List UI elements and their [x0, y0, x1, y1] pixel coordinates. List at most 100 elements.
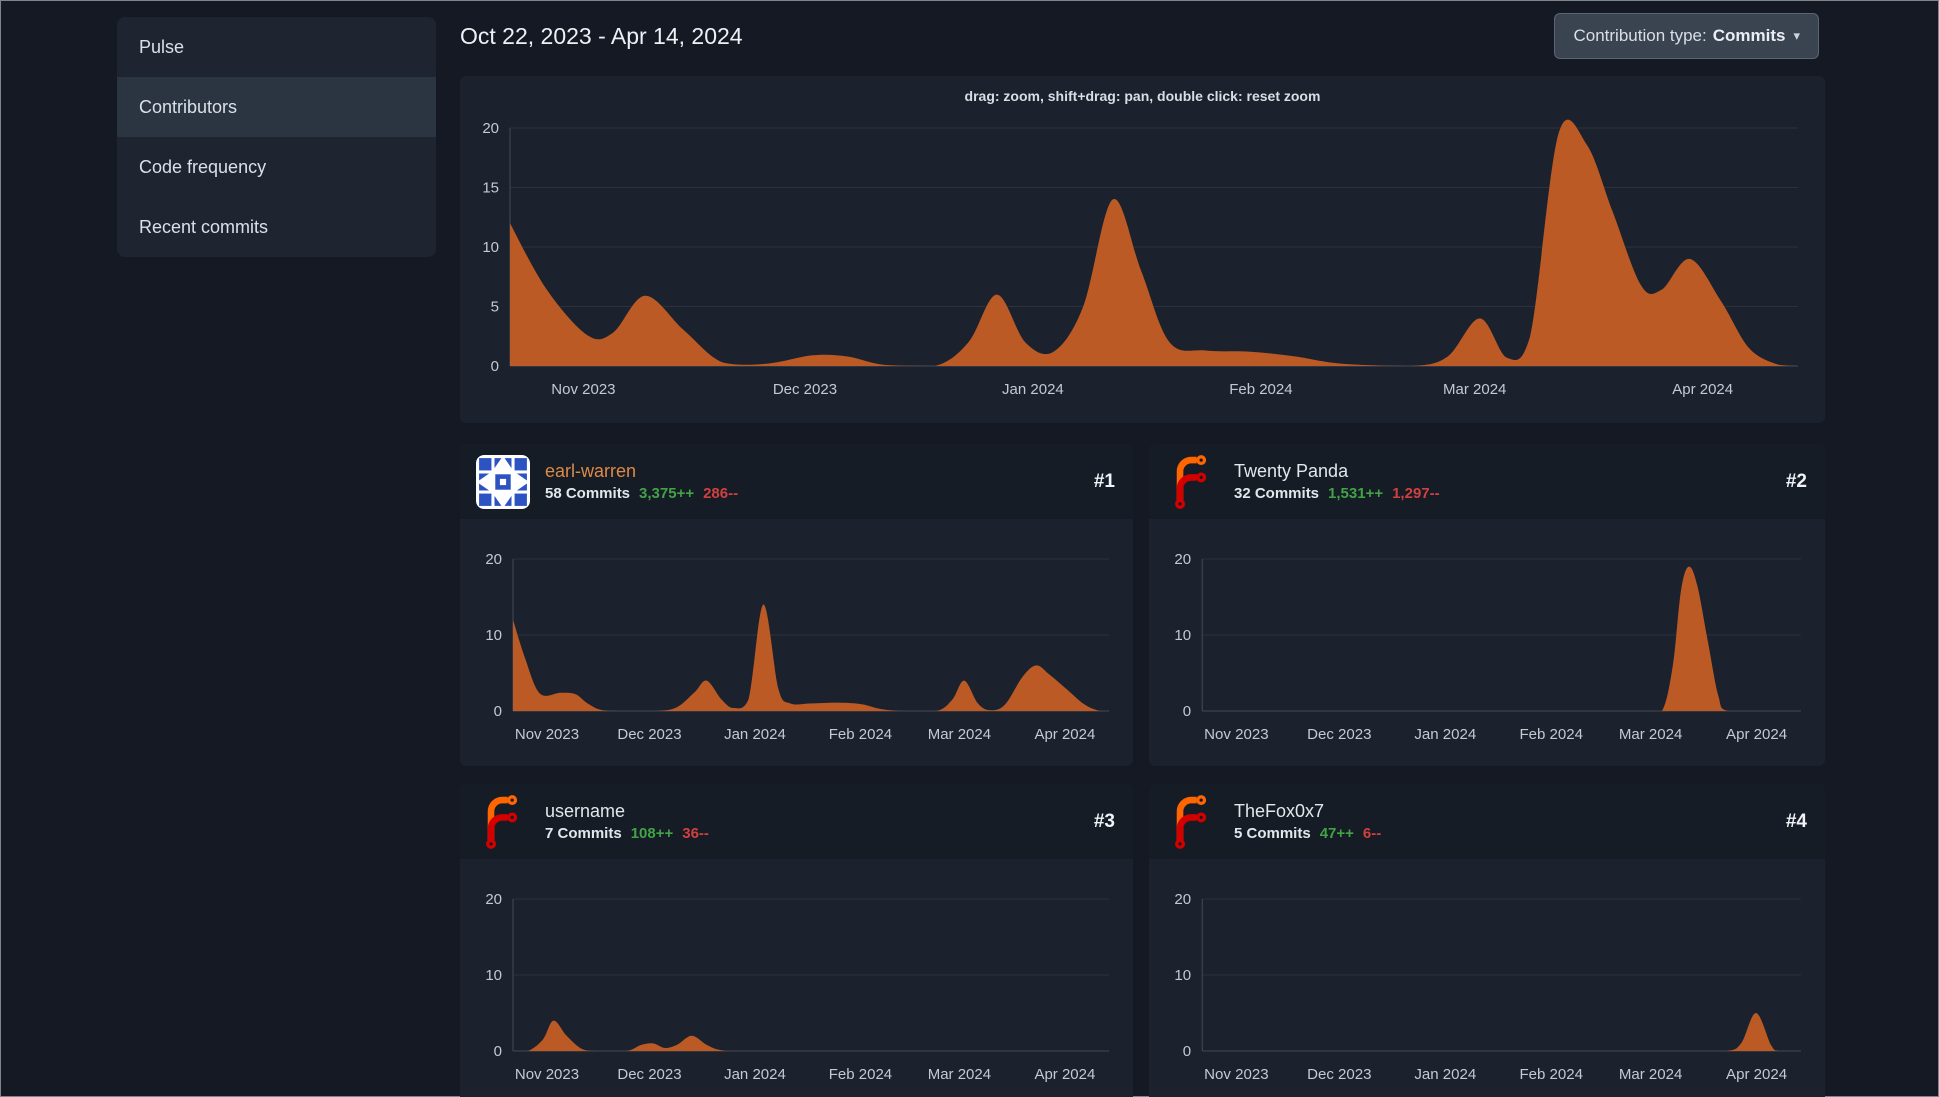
- overall-activity-card: drag: zoom, shift+drag: pan, double clic…: [460, 76, 1825, 423]
- svg-text:Mar 2024: Mar 2024: [928, 1066, 991, 1083]
- svg-text:20: 20: [1174, 891, 1191, 908]
- repo-activity-sidebar: Pulse Contributors Code frequency Recent…: [117, 17, 436, 257]
- additions-count: 47++: [1319, 825, 1354, 842]
- contributor-card: Twenty Panda 32 Commits 1,531++ 1,297-- …: [1149, 444, 1825, 766]
- svg-text:Jan 2024: Jan 2024: [724, 726, 786, 743]
- deletions-count: 1,297--: [1392, 485, 1440, 502]
- contributor-name[interactable]: TheFox0x7: [1234, 801, 1325, 821]
- svg-text:Dec 2023: Dec 2023: [1307, 1066, 1371, 1083]
- chart-zoom-hint: drag: zoom, shift+drag: pan, double clic…: [964, 88, 1321, 104]
- svg-text:10: 10: [1174, 967, 1191, 984]
- svg-text:5: 5: [491, 299, 499, 316]
- svg-text:Dec 2023: Dec 2023: [617, 1066, 681, 1083]
- svg-text:20: 20: [1174, 551, 1191, 568]
- contributor-name-link[interactable]: earl-warren: [545, 461, 637, 481]
- contributor-activity-chart[interactable]: 0 10 20 Nov 2023 Dec 2023 Jan 2024 Feb 2024 Mar…: [460, 519, 1133, 766]
- contributor-stats: 58 Commits 3,375++ 286--: [545, 485, 738, 502]
- additions-count: 108++: [630, 825, 674, 842]
- contributor-activity-chart[interactable]: 0 10 20 Nov 2023 Dec 2023 Jan 2024 Feb 2024 Mar…: [1149, 519, 1825, 766]
- svg-text:Feb 2024: Feb 2024: [1519, 726, 1583, 743]
- svg-text:Mar 2024: Mar 2024: [928, 726, 991, 743]
- contributor-stats: 7 Commits 108++ 36--: [545, 825, 709, 842]
- forgejo-logo-icon: [486, 794, 518, 849]
- svg-text:10: 10: [482, 239, 499, 256]
- svg-text:10: 10: [485, 967, 502, 984]
- contributor-card: TheFox0x7 5 Commits 47++ 6-- #4 0 10 20 Nov…: [1149, 784, 1825, 1097]
- sidebar-item-label: Pulse: [139, 36, 185, 57]
- sidebar-item-label: Contributors: [139, 96, 238, 117]
- contributor-card-header: Twenty Panda 32 Commits 1,531++ 1,297-- …: [1149, 444, 1825, 519]
- contribution-type-dropdown[interactable]: Contribution type: Commits ▾: [1554, 13, 1819, 59]
- svg-text:Nov 2023: Nov 2023: [1204, 1066, 1268, 1083]
- svg-text:Feb 2024: Feb 2024: [829, 1066, 892, 1083]
- sidebar-item-label: Recent commits: [139, 216, 269, 237]
- svg-text:Apr 2024: Apr 2024: [1034, 1066, 1095, 1083]
- svg-text:Apr 2024: Apr 2024: [1034, 726, 1095, 743]
- contribution-type-label: Contribution type:: [1573, 26, 1707, 45]
- svg-text:Nov 2023: Nov 2023: [515, 726, 579, 743]
- contributor-activity-chart[interactable]: 0 10 20 Nov 2023 Dec 2023 Jan 2024 Feb 2024 Mar…: [1149, 859, 1825, 1097]
- contributor-name[interactable]: Twenty Panda: [1234, 461, 1349, 481]
- svg-text:Feb 2024: Feb 2024: [1229, 381, 1292, 398]
- rank-badge: #1: [1093, 470, 1115, 492]
- svg-text:0: 0: [491, 358, 499, 375]
- svg-text:Jan 2024: Jan 2024: [1002, 381, 1064, 398]
- rank-badge: #4: [1785, 810, 1807, 832]
- sidebar-item-code-frequency[interactable]: Code frequency: [117, 137, 436, 197]
- chevron-down-icon: ▾: [1793, 28, 1800, 43]
- sidebar-item-label: Code frequency: [139, 156, 267, 177]
- deletions-count: 36--: [682, 825, 709, 842]
- contributor-card-header: TheFox0x7 5 Commits 47++ 6-- #4: [1149, 784, 1825, 859]
- deletions-count: 6--: [1362, 825, 1382, 842]
- svg-text:Apr 2024: Apr 2024: [1726, 1066, 1787, 1083]
- svg-text:Nov 2023: Nov 2023: [515, 1066, 579, 1083]
- contributor-avatar-forgejo[interactable]: [1165, 794, 1219, 849]
- contributors-main: Oct 22, 2023 - Apr 14, 2024 Contribution…: [460, 1, 1825, 1097]
- sidebar-item-contributors[interactable]: Contributors: [117, 77, 436, 137]
- forgejo-logo-icon: [1175, 794, 1207, 849]
- commit-count: 5 Commits: [1234, 825, 1311, 842]
- sidebar-item-recent-commits[interactable]: Recent commits: [117, 197, 436, 257]
- deletions-count: 286--: [703, 485, 739, 502]
- svg-text:20: 20: [485, 891, 502, 908]
- svg-text:0: 0: [1183, 703, 1191, 720]
- svg-text:0: 0: [494, 703, 502, 720]
- commit-count: 32 Commits: [1234, 485, 1320, 502]
- contributor-card: earl-warren 58 Commits 3,375++ 286-- #1 …: [460, 444, 1133, 766]
- svg-text:Mar 2024: Mar 2024: [1619, 726, 1683, 743]
- svg-text:20: 20: [485, 551, 502, 568]
- svg-text:Nov 2023: Nov 2023: [551, 381, 615, 398]
- contributor-card: username 7 Commits 108++ 36-- #3 0 10 20 No…: [460, 784, 1133, 1097]
- svg-text:15: 15: [482, 180, 499, 197]
- contributor-avatar-forgejo[interactable]: [476, 794, 530, 849]
- svg-text:Apr 2024: Apr 2024: [1726, 726, 1787, 743]
- svg-text:Jan 2024: Jan 2024: [1414, 726, 1476, 743]
- contributor-avatar-forgejo[interactable]: [1165, 454, 1219, 509]
- additions-count: 1,531++: [1328, 485, 1384, 502]
- contributor-avatar-identicon[interactable]: [476, 454, 530, 509]
- svg-text:Dec 2023: Dec 2023: [773, 381, 837, 398]
- svg-text:20: 20: [482, 120, 499, 137]
- svg-text:Feb 2024: Feb 2024: [829, 726, 892, 743]
- overall-activity-chart[interactable]: 0 5 10 15 20 Nov 2023 Dec 2023 Jan 2024 Feb 2024…: [460, 76, 1825, 423]
- contributor-stats: 32 Commits 1,531++ 1,297--: [1234, 485, 1440, 502]
- date-range-title: Oct 22, 2023 - Apr 14, 2024: [460, 23, 743, 49]
- svg-text:Mar 2024: Mar 2024: [1619, 1066, 1683, 1083]
- additions-count: 3,375++: [639, 485, 695, 502]
- svg-text:10: 10: [485, 627, 502, 644]
- svg-text:Dec 2023: Dec 2023: [617, 726, 681, 743]
- commit-count: 58 Commits: [545, 485, 631, 502]
- contributor-name[interactable]: username: [545, 801, 626, 821]
- svg-text:0: 0: [1183, 1043, 1191, 1060]
- contributor-activity-chart[interactable]: 0 10 20 Nov 2023 Dec 2023 Jan 2024 Feb 2024 Mar…: [460, 859, 1133, 1097]
- svg-text:Nov 2023: Nov 2023: [1204, 726, 1268, 743]
- sidebar-item-pulse[interactable]: Pulse: [117, 17, 436, 77]
- rank-badge: #2: [1785, 470, 1807, 492]
- svg-text:Jan 2024: Jan 2024: [1414, 1066, 1476, 1083]
- svg-text:Mar 2024: Mar 2024: [1443, 381, 1506, 398]
- commit-count: 7 Commits: [545, 825, 622, 842]
- svg-text:0: 0: [494, 1043, 502, 1060]
- contributor-card-header: username 7 Commits 108++ 36-- #3: [460, 784, 1133, 859]
- contribution-type-value: Commits: [1712, 26, 1786, 45]
- svg-text:Jan 2024: Jan 2024: [724, 1066, 786, 1083]
